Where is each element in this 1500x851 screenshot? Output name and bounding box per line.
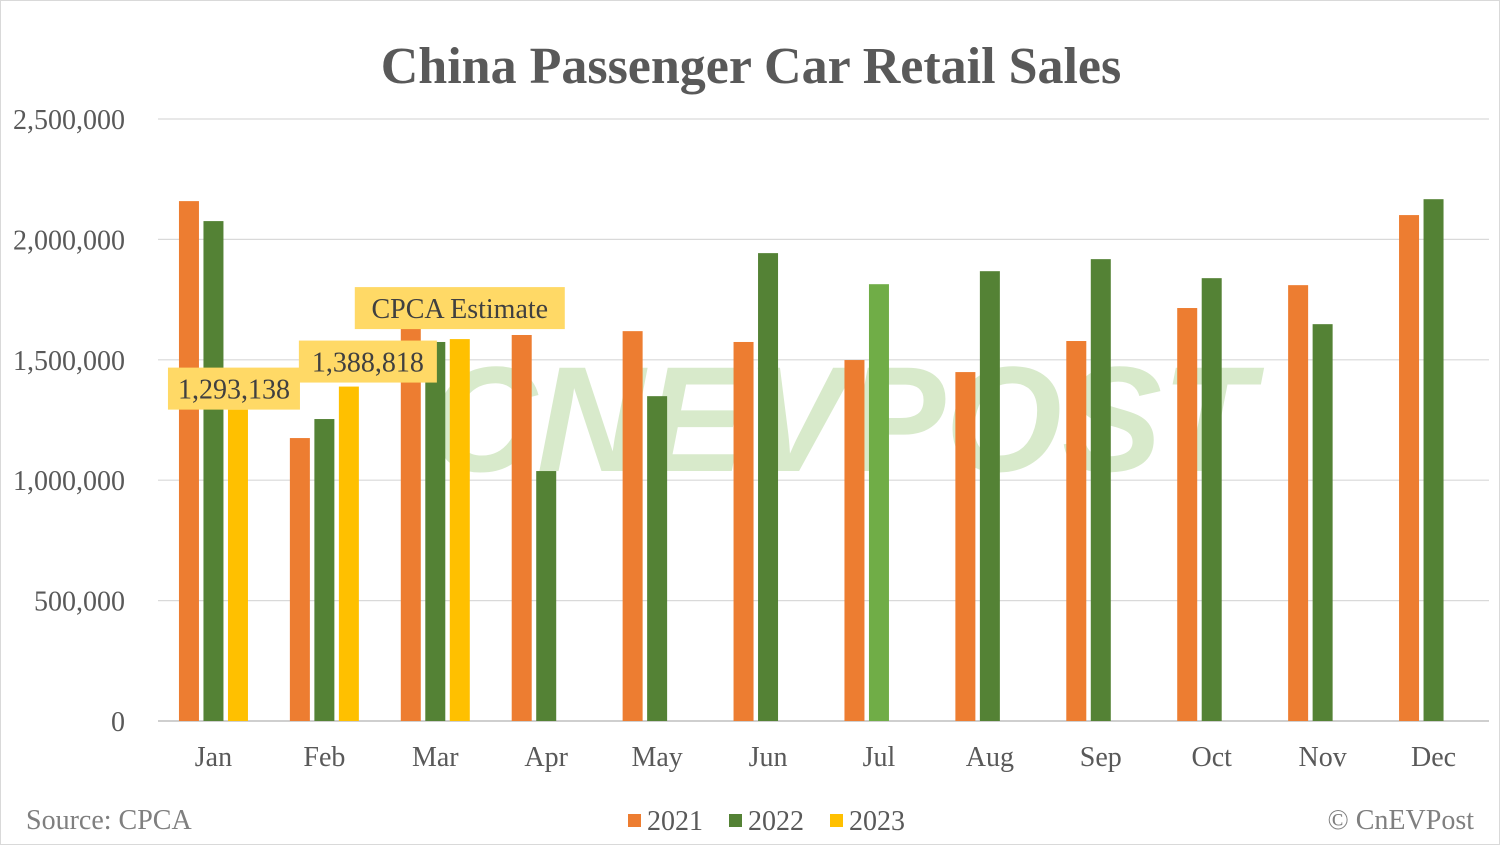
legend-label-2022: 2022 — [748, 806, 804, 837]
legend-swatch-2022 — [729, 814, 742, 827]
y-tick-label: 2,000,000 — [13, 225, 125, 256]
data-label-box — [298, 340, 437, 383]
bar-2022-oct — [1201, 278, 1222, 721]
y-tick-label: 1,500,000 — [13, 346, 125, 377]
bar-2021-jan — [178, 201, 199, 721]
bar-2022-sep — [1090, 259, 1111, 721]
legend: 2021 2022 2023 — [628, 806, 905, 837]
bar-2022-nov — [1312, 324, 1333, 721]
bar-2023-jan — [227, 409, 248, 721]
bar-2022-apr — [536, 471, 557, 721]
bar-2022-jul — [868, 284, 889, 721]
x-tick-label: May — [631, 742, 682, 773]
bar-2022-feb — [314, 419, 335, 721]
x-tick-label: Nov — [1299, 742, 1347, 773]
bar-2021-sep — [1066, 341, 1087, 721]
bar-2021-jun — [733, 341, 754, 721]
legend-swatch-2021 — [628, 814, 641, 827]
x-tick-label: Feb — [303, 742, 345, 773]
bar-2022-jan — [203, 221, 224, 722]
bar-2021-oct — [1177, 308, 1198, 721]
bar-2021-may — [622, 331, 643, 721]
bar-2023-feb — [338, 386, 359, 721]
bar-2022-jun — [758, 253, 779, 721]
source-text: Source: CPCA — [26, 805, 192, 836]
bar-2022-aug — [979, 271, 1000, 721]
data-label-box — [167, 367, 300, 410]
bar-2022-may — [647, 396, 668, 721]
chart-title: China Passenger Car Retail Sales — [381, 38, 1122, 95]
bar-2021-apr — [511, 334, 532, 721]
x-tick-label: Dec — [1411, 742, 1456, 773]
x-tick-label: Sep — [1080, 742, 1122, 773]
bar-2022-dec — [1423, 199, 1444, 721]
bar-2021-jul — [844, 360, 865, 721]
x-tick-label: Mar — [412, 742, 459, 773]
bar-2021-aug — [955, 372, 976, 721]
data-label-box — [354, 287, 565, 330]
x-tick-label: Jun — [749, 742, 788, 773]
bar-2021-feb — [289, 438, 310, 721]
x-tick-label: Aug — [966, 742, 1014, 773]
x-tick-label: Jul — [863, 742, 896, 773]
bar-2023-mar — [449, 339, 470, 721]
y-tick-label: 2,500,000 — [13, 105, 125, 136]
x-tick-label: Apr — [524, 742, 568, 773]
data-label: 1,293,138 — [178, 375, 290, 406]
legend-swatch-2023 — [830, 814, 843, 827]
y-tick-label: 0 — [111, 707, 125, 738]
legend-label-2023: 2023 — [849, 806, 905, 837]
x-tick-label: Oct — [1191, 742, 1232, 773]
bar-2022-mar — [425, 341, 446, 721]
bar-2021-nov — [1288, 285, 1309, 721]
bar-2021-mar — [400, 328, 421, 721]
x-tick-label: Jan — [195, 742, 232, 773]
legend-label-2021: 2021 — [647, 806, 703, 837]
data-label: CPCA Estimate — [372, 294, 549, 325]
y-tick-label: 1,000,000 — [13, 466, 125, 497]
data-label: 1,388,818 — [312, 348, 424, 379]
y-tick-label: 500,000 — [34, 587, 125, 618]
copyright-text: © CnEVPost — [1327, 805, 1474, 836]
bar-2021-dec — [1399, 215, 1420, 721]
